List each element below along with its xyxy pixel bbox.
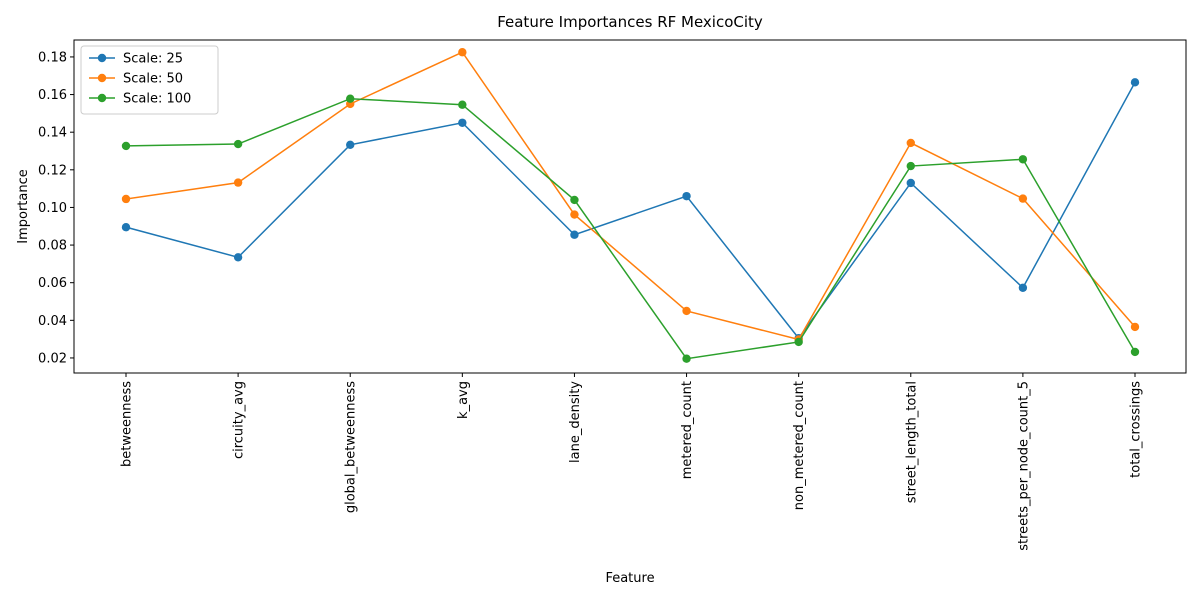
y-tick-label: 0.18 (38, 50, 67, 65)
series-line (125, 51, 1136, 341)
x-tick-label: betweenness (120, 381, 135, 467)
legend-marker (97, 53, 107, 63)
y-tick-label: 0.10 (38, 201, 67, 216)
data-point (1130, 347, 1140, 357)
data-point (1018, 194, 1028, 203)
legend-frame (80, 45, 219, 115)
x-tick-label: total_crossings (1129, 381, 1144, 478)
data-point (121, 141, 131, 151)
y-tick-label: 0.02 (38, 351, 67, 366)
data-point (346, 94, 355, 103)
data-point (570, 230, 579, 239)
data-point (794, 337, 803, 347)
x-tick-label: streets_per_node_count_5 (1016, 381, 1031, 551)
data-point (458, 100, 467, 109)
x-tick-label: lane_density (568, 381, 583, 463)
legend: Scale: 25 Scale: 50 Scale: 100 (80, 45, 219, 115)
data-point (233, 178, 243, 187)
x-axis-title: Feature (605, 571, 654, 586)
y-tick-label: 0.08 (38, 239, 67, 254)
data-point (1130, 322, 1140, 332)
chart-title: Feature Importances RF MexicoCity (497, 13, 763, 31)
data-point (906, 178, 915, 188)
data-point (346, 140, 355, 149)
legend-label: Scale: 25 (123, 52, 183, 67)
legend-marker (97, 93, 107, 103)
legend-label: Scale: 50 (123, 72, 183, 87)
x-tick-label: street_length_total (904, 381, 919, 503)
data-point (233, 253, 243, 262)
data-point (1018, 155, 1028, 164)
data-point (682, 191, 691, 201)
data-point (906, 138, 915, 148)
data-point (1018, 283, 1028, 292)
plot-frame (73, 39, 1187, 374)
legend-marker (97, 73, 107, 83)
x-tick-label: circuity_avg (232, 381, 247, 459)
y-axis-title: Importance (16, 169, 31, 244)
x-tick-label: global_betweenness (344, 381, 359, 513)
data-point (458, 48, 467, 57)
data-point (570, 195, 579, 205)
legend-label: Scale: 100 (123, 92, 191, 107)
series-line (125, 81, 1136, 340)
data-point (682, 306, 691, 316)
data-point (121, 222, 131, 232)
y-tick-label: 0.14 (38, 126, 67, 141)
y-tick-label: 0.06 (38, 276, 67, 291)
y-tick-label: 0.12 (38, 163, 67, 178)
x-tick-label: k_avg (456, 381, 471, 419)
data-point (682, 354, 691, 363)
plot-area: 0.02 0.04 0.06 0.08 0.10 0.12 0.14 0.16 0.18 betw… (38, 48, 1144, 551)
y-tick-label: 0.04 (38, 314, 67, 329)
y-tick-label: 0.16 (38, 88, 67, 103)
data-point (1130, 78, 1140, 87)
data-point (458, 118, 467, 127)
series-line (125, 97, 1136, 360)
data-point (906, 161, 915, 171)
data-point (233, 139, 243, 149)
x-tick-label: metered_count (680, 381, 695, 479)
x-tick-label: non_metered_count (792, 381, 807, 510)
data-point (570, 210, 579, 219)
data-point (121, 194, 131, 204)
